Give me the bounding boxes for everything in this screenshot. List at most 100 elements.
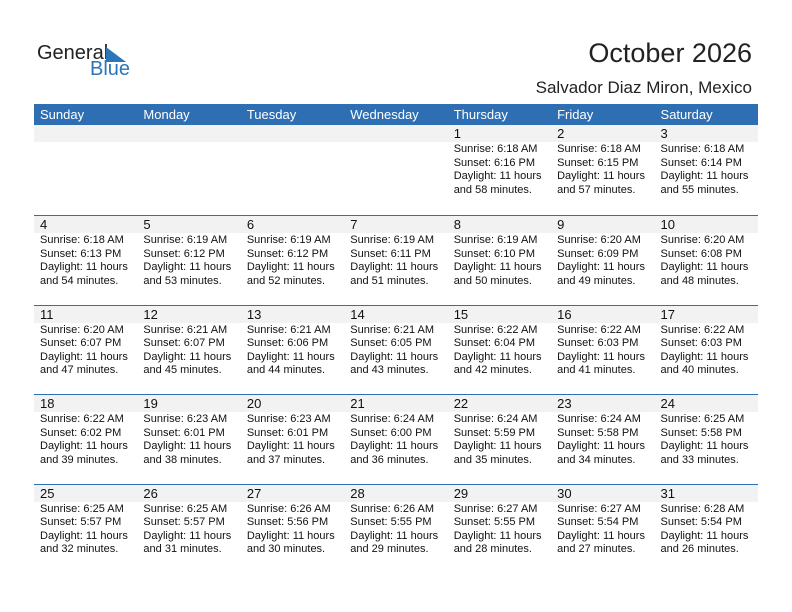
daylight: Daylight: 11 hours bbox=[350, 350, 439, 363]
daylight: Daylight: 11 hours bbox=[453, 261, 542, 273]
week-row: 25 Sunrise: 6:25 AM Sunset: 5:57 PM Dayl… bbox=[34, 483, 758, 574]
day-number: 28 bbox=[350, 485, 365, 501]
daylight: Daylight: 11 hours bbox=[557, 529, 645, 542]
empty-cell bbox=[137, 125, 240, 215]
daylight-minutes: and 57 minutes. bbox=[557, 183, 636, 196]
daylight-minutes: and 26 minutes. bbox=[660, 543, 739, 555]
sunrise: Sunrise: 6:26 AM bbox=[350, 502, 435, 515]
sunrise: Sunrise: 6:20 AM bbox=[660, 234, 745, 246]
weekday-thursday: Thursday bbox=[453, 107, 508, 122]
empty-cell bbox=[241, 125, 344, 215]
daylight-minutes: and 33 minutes. bbox=[660, 453, 739, 466]
logo-triangle-icon bbox=[106, 47, 126, 62]
sunset: Sunset: 6:07 PM bbox=[143, 337, 225, 349]
week-row: 1 Sunrise: 6:18 AM Sunset: 6:16 PM Dayli… bbox=[34, 125, 758, 215]
daylight: Daylight: 11 hours bbox=[557, 440, 645, 452]
sunrise: Sunrise: 6:21 AM bbox=[350, 323, 435, 336]
day-cell: 17 Sunrise: 6:22 AM Sunset: 6:03 PM Dayl… bbox=[655, 306, 758, 395]
day-number: 30 bbox=[557, 485, 572, 501]
day-number: 25 bbox=[40, 485, 55, 501]
sunrise: Sunrise: 6:18 AM bbox=[660, 143, 745, 155]
daylight: Daylight: 11 hours bbox=[660, 440, 749, 452]
sunset: Sunset: 6:04 PM bbox=[453, 337, 536, 349]
sunrise: Sunrise: 6:26 AM bbox=[246, 502, 331, 515]
daylight-minutes: and 28 minutes. bbox=[453, 543, 532, 555]
day-number: 2 bbox=[557, 126, 565, 141]
daylight-minutes: and 49 minutes. bbox=[557, 274, 636, 287]
sunrise: Sunrise: 6:18 AM bbox=[557, 143, 641, 155]
sunrise: Sunrise: 6:28 AM bbox=[660, 502, 745, 515]
day-cell: 8 Sunrise: 6:19 AM Sunset: 6:10 PM Dayli… bbox=[448, 216, 551, 305]
sunrise: Sunrise: 6:20 AM bbox=[557, 234, 641, 246]
day-number: 6 bbox=[246, 217, 255, 232]
sunrise: Sunrise: 6:25 AM bbox=[40, 502, 124, 515]
day-number: 12 bbox=[143, 306, 158, 322]
calendar: Sunday Monday Tuesday Wednesday Thursday Frid… bbox=[34, 104, 758, 573]
day-cell: 20 Sunrise: 6:23 AM Sunset: 6:01 PM Dayl… bbox=[241, 395, 344, 484]
daylight: Daylight: 11 hours bbox=[350, 529, 439, 542]
logo-text-blue: Blue bbox=[90, 58, 131, 80]
day-cell: 14 Sunrise: 6:21 AM Sunset: 6:05 PM Dayl… bbox=[344, 306, 447, 395]
day-number: 22 bbox=[453, 396, 469, 411]
daylight: Daylight: 11 hours bbox=[143, 529, 232, 542]
daylight-minutes: and 50 minutes. bbox=[453, 274, 532, 287]
daylight: Daylight: 11 hours bbox=[660, 170, 749, 182]
day-number: 16 bbox=[557, 306, 572, 322]
day-cell: 11 Sunrise: 6:20 AM Sunset: 6:07 PM Dayl… bbox=[34, 306, 137, 395]
weekday-sunday: Sunday bbox=[40, 107, 85, 122]
daylight: Daylight: 11 hours bbox=[143, 350, 232, 363]
day-number: 29 bbox=[453, 485, 469, 501]
sunrise: Sunrise: 6:24 AM bbox=[350, 413, 435, 425]
day-number: 11 bbox=[40, 306, 54, 322]
day-number: 20 bbox=[246, 396, 262, 411]
sunrise: Sunrise: 6:19 AM bbox=[143, 234, 228, 246]
sunset: Sunset: 6:14 PM bbox=[660, 156, 742, 169]
day-number: 14 bbox=[350, 306, 365, 322]
daylight: Daylight: 11 hours bbox=[40, 440, 128, 452]
sunrise: Sunrise: 6:22 AM bbox=[660, 323, 745, 336]
daylight: Daylight: 11 hours bbox=[453, 440, 542, 452]
sunset: Sunset: 5:55 PM bbox=[350, 516, 432, 528]
sunset: Sunset: 5:58 PM bbox=[660, 426, 742, 439]
day-cell: 16 Sunrise: 6:22 AM Sunset: 6:03 PM Dayl… bbox=[551, 306, 654, 395]
day-cell: 9 Sunrise: 6:20 AM Sunset: 6:09 PM Dayli… bbox=[551, 216, 654, 305]
daylight-minutes: and 34 minutes. bbox=[557, 453, 636, 466]
empty-cell bbox=[34, 125, 137, 215]
weekday-tuesday: Tuesday bbox=[246, 107, 297, 122]
day-cell: 5 Sunrise: 6:19 AM Sunset: 6:12 PM Dayli… bbox=[137, 216, 240, 305]
sunset: Sunset: 6:15 PM bbox=[557, 156, 639, 169]
sunset: Sunset: 6:12 PM bbox=[143, 247, 225, 260]
daylight: Daylight: 11 hours bbox=[453, 529, 542, 542]
daylight: Daylight: 11 hours bbox=[40, 529, 128, 542]
sunset: Sunset: 6:16 PM bbox=[453, 156, 536, 169]
daylight: Daylight: 11 hours bbox=[660, 261, 749, 273]
week-row: 4 Sunrise: 6:18 AM Sunset: 6:13 PM Dayli… bbox=[34, 215, 758, 305]
daylight-minutes: and 52 minutes. bbox=[246, 274, 326, 287]
daylight: Daylight: 11 hours bbox=[143, 440, 232, 452]
daylight-minutes: and 45 minutes. bbox=[143, 364, 222, 376]
daylight: Daylight: 11 hours bbox=[143, 261, 232, 273]
day-cell: 23 Sunrise: 6:24 AM Sunset: 5:58 PM Dayl… bbox=[551, 395, 654, 484]
page-title: October 2026 bbox=[588, 38, 752, 68]
daylight-minutes: and 47 minutes. bbox=[40, 364, 119, 376]
daylight: Daylight: 11 hours bbox=[557, 350, 645, 363]
sunset: Sunset: 5:59 PM bbox=[453, 426, 536, 439]
sunrise: Sunrise: 6:18 AM bbox=[453, 143, 538, 155]
daylight-minutes: and 42 minutes. bbox=[453, 364, 532, 376]
daylight-minutes: and 58 minutes. bbox=[453, 183, 532, 196]
daylight: Daylight: 11 hours bbox=[350, 440, 439, 452]
daylight-minutes: and 54 minutes. bbox=[40, 274, 119, 287]
daylight-minutes: and 41 minutes. bbox=[557, 364, 636, 376]
sunrise: Sunrise: 6:25 AM bbox=[143, 502, 228, 515]
daylight-minutes: and 40 minutes. bbox=[660, 364, 739, 376]
daylight: Daylight: 11 hours bbox=[40, 350, 128, 363]
daylight: Daylight: 11 hours bbox=[246, 529, 335, 542]
day-cell: 12 Sunrise: 6:21 AM Sunset: 6:07 PM Dayl… bbox=[137, 306, 240, 395]
day-cell: 2 Sunrise: 6:18 AM Sunset: 6:15 PM Dayli… bbox=[551, 125, 654, 215]
day-number: 19 bbox=[143, 396, 158, 411]
day-cell: 19 Sunrise: 6:23 AM Sunset: 6:01 PM Dayl… bbox=[137, 395, 240, 484]
day-number: 10 bbox=[660, 217, 675, 232]
day-cell: 6 Sunrise: 6:19 AM Sunset: 6:12 PM Dayli… bbox=[241, 216, 344, 305]
day-number: 21 bbox=[350, 396, 365, 411]
day-number: 13 bbox=[246, 306, 262, 322]
